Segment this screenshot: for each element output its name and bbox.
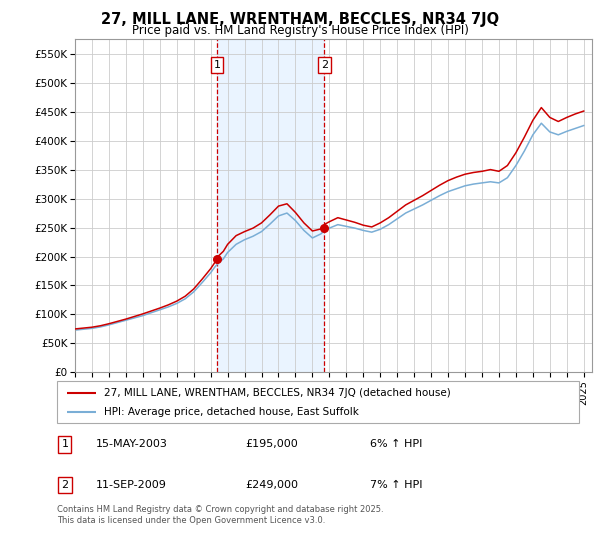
Text: Price paid vs. HM Land Registry's House Price Index (HPI): Price paid vs. HM Land Registry's House … xyxy=(131,24,469,37)
Text: 2: 2 xyxy=(321,60,328,70)
Text: Contains HM Land Registry data © Crown copyright and database right 2025.
This d: Contains HM Land Registry data © Crown c… xyxy=(57,505,383,525)
Bar xyxy=(217,39,324,372)
Text: 1: 1 xyxy=(214,60,220,70)
Text: 2: 2 xyxy=(61,480,68,490)
Text: 15-MAY-2003: 15-MAY-2003 xyxy=(96,440,168,450)
Text: 6% ↑ HPI: 6% ↑ HPI xyxy=(370,440,422,450)
Text: 11-SEP-2009: 11-SEP-2009 xyxy=(96,480,167,490)
Text: 27, MILL LANE, WRENTHAM, BECCLES, NR34 7JQ (detached house): 27, MILL LANE, WRENTHAM, BECCLES, NR34 7… xyxy=(104,388,451,398)
Text: HPI: Average price, detached house, East Suffolk: HPI: Average price, detached house, East… xyxy=(104,407,359,417)
Text: £249,000: £249,000 xyxy=(245,480,298,490)
Text: 1: 1 xyxy=(61,440,68,450)
Text: 27, MILL LANE, WRENTHAM, BECCLES, NR34 7JQ: 27, MILL LANE, WRENTHAM, BECCLES, NR34 7… xyxy=(101,12,499,27)
Text: 7% ↑ HPI: 7% ↑ HPI xyxy=(370,480,422,490)
Text: £195,000: £195,000 xyxy=(245,440,298,450)
